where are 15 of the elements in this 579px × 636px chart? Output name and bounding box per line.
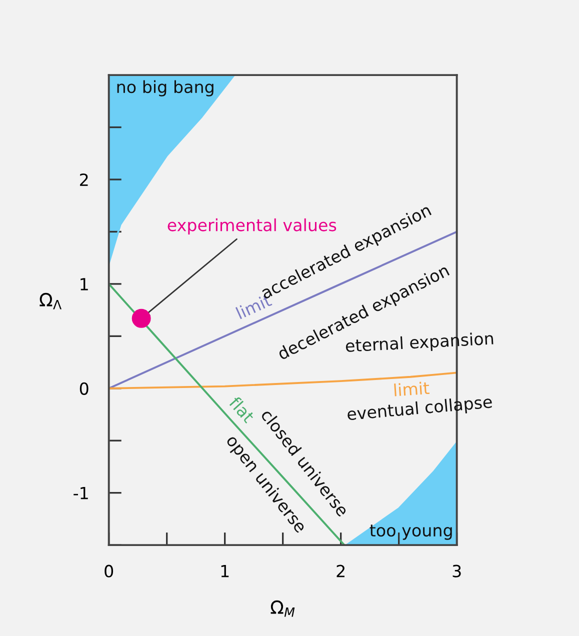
y-tick-label: -1 (74, 487, 88, 500)
y-tick-label: 2 (80, 173, 88, 186)
x-axis-title: Ω$_{M}$ (270, 600, 295, 617)
y-tick-label: 0 (80, 382, 88, 395)
x-tick-label: 0 (104, 564, 114, 578)
x-tick-label: 1 (221, 565, 229, 578)
series-label: limit (394, 381, 430, 396)
y-tick-label: 1 (80, 278, 88, 290)
text: flat (228, 395, 256, 424)
annotation: no big bang (117, 80, 214, 96)
x-tick-label: 3 (452, 564, 461, 578)
annotation: too young (370, 524, 452, 540)
annotation: experimental values (168, 218, 336, 235)
y-axis-title: Ω$_{Λ}$ (40, 292, 62, 310)
x-tick-label: 2 (336, 564, 344, 578)
